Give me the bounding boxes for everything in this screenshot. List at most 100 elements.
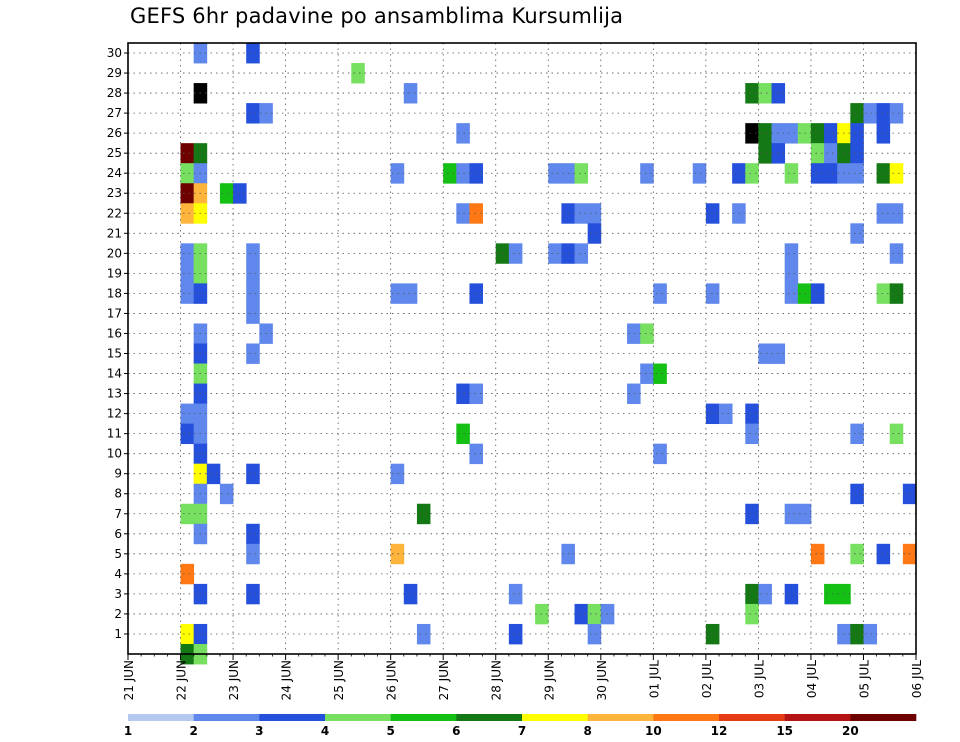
y-tick-label: 20 bbox=[107, 246, 122, 260]
x-tick-label: 28 JUN bbox=[490, 660, 504, 700]
heatmap-cell bbox=[745, 83, 759, 104]
heatmap-cell bbox=[876, 103, 891, 124]
y-tick-label: 6 bbox=[114, 527, 122, 541]
colorbar-tick-label: 20 bbox=[842, 724, 859, 738]
heatmap-cell bbox=[219, 483, 234, 505]
heatmap-cell bbox=[469, 383, 483, 404]
heatmap-cell bbox=[784, 163, 799, 184]
x-tick-label: 23 JUN bbox=[227, 660, 241, 700]
heatmap-cell bbox=[863, 103, 877, 124]
heatmap-cell bbox=[587, 623, 602, 645]
x-tick-label: 29 JUN bbox=[542, 660, 556, 700]
y-tick-label: 16 bbox=[107, 326, 122, 340]
colorbar-tick-label: 7 bbox=[518, 724, 526, 738]
heatmap-cell bbox=[180, 143, 195, 164]
x-tick-label: 06 JUL bbox=[910, 660, 924, 698]
heatmap-cell bbox=[719, 403, 733, 425]
heatmap-cell bbox=[180, 403, 195, 425]
heatmap-cell bbox=[627, 383, 641, 404]
chart-title: GEFS 6hr padavine po ansamblima Kursumli… bbox=[130, 4, 624, 28]
heatmap-cell bbox=[863, 623, 877, 645]
x-tick-label: 03 JUL bbox=[752, 660, 766, 698]
heatmap-cell bbox=[850, 123, 864, 144]
heatmap-cell bbox=[784, 263, 799, 284]
y-axis: 1234567891011121314151617181920212223242… bbox=[107, 46, 128, 641]
heatmap-cell bbox=[469, 443, 483, 465]
heatmap-cell bbox=[508, 243, 523, 264]
heatmap-cell bbox=[180, 563, 195, 585]
heatmap-cell bbox=[548, 163, 562, 184]
heatmap-cell bbox=[876, 203, 891, 224]
colorbar-tick-label: 12 bbox=[711, 724, 728, 738]
heatmap-cell bbox=[758, 583, 772, 605]
heatmap-cell bbox=[574, 243, 589, 264]
colorbar-tick-label: 10 bbox=[645, 724, 662, 738]
colorbar-swatch bbox=[456, 714, 523, 721]
colorbar-swatch bbox=[719, 714, 785, 721]
heatmap-cell bbox=[627, 323, 641, 344]
heatmap-cell bbox=[705, 623, 720, 645]
heatmap-cell bbox=[876, 163, 891, 184]
heatmap-cell bbox=[390, 283, 405, 304]
heatmap-cell bbox=[574, 603, 589, 625]
y-tick-label: 26 bbox=[107, 126, 122, 140]
x-tick-label: 30 JUN bbox=[595, 660, 609, 700]
heatmap-cell bbox=[180, 243, 195, 264]
x-tick-label: 24 JUN bbox=[280, 660, 294, 700]
heatmap-cell bbox=[784, 503, 799, 525]
heatmap-cell bbox=[180, 203, 195, 224]
y-tick-label: 10 bbox=[107, 447, 122, 461]
x-tick-label: 04 JUL bbox=[805, 660, 819, 698]
heatmap-cell bbox=[810, 543, 825, 565]
heatmap-cell bbox=[180, 623, 195, 645]
heatmap-cell bbox=[758, 123, 772, 144]
heatmap-cell bbox=[653, 443, 667, 465]
y-tick-label: 15 bbox=[107, 347, 122, 361]
heatmap-cell bbox=[653, 363, 667, 384]
heatmap-cell bbox=[745, 603, 759, 625]
y-tick-label: 27 bbox=[107, 106, 122, 120]
heatmap-cell bbox=[705, 203, 720, 224]
heatmap-cell bbox=[758, 343, 772, 364]
colorbar-tick-label: 6 bbox=[452, 724, 460, 738]
y-tick-label: 13 bbox=[107, 387, 122, 401]
colorbar-swatch bbox=[193, 714, 260, 721]
heatmap-cell bbox=[784, 123, 799, 144]
y-tick-label: 28 bbox=[107, 86, 122, 100]
colorbar-tick-label: 2 bbox=[189, 724, 197, 738]
x-tick-label: 05 JUL bbox=[857, 660, 871, 698]
heatmap-cell bbox=[850, 483, 864, 505]
heatmap-cell bbox=[469, 203, 483, 224]
heatmap-cell bbox=[889, 203, 904, 224]
y-tick-label: 7 bbox=[114, 507, 122, 521]
heatmap-cell bbox=[810, 163, 825, 184]
heatmap-cell bbox=[246, 263, 260, 284]
heatmap-cell bbox=[403, 83, 418, 104]
heatmap-cell bbox=[508, 583, 523, 605]
heatmap-cell bbox=[180, 163, 195, 184]
heatmap-cell bbox=[246, 463, 260, 485]
heatmap-cell bbox=[351, 63, 365, 84]
heatmap-cell bbox=[653, 283, 667, 304]
heatmap-cell bbox=[390, 463, 405, 485]
heatmap-cell bbox=[180, 283, 195, 304]
colorbar-tick-label: 5 bbox=[386, 724, 394, 738]
heatmap-cell bbox=[745, 123, 759, 144]
heatmap-cell bbox=[416, 503, 431, 525]
y-tick-label: 18 bbox=[107, 286, 122, 300]
y-tick-label: 21 bbox=[107, 226, 122, 240]
heatmap-cell bbox=[889, 423, 904, 445]
y-tick-label: 2 bbox=[114, 607, 122, 621]
colorbar-swatch bbox=[522, 714, 588, 721]
heatmap-cell bbox=[745, 583, 759, 605]
x-tick-label: 22 JUN bbox=[175, 660, 189, 700]
heatmap-cell bbox=[508, 623, 523, 645]
heatmap-cell bbox=[574, 163, 589, 184]
heatmap-cell bbox=[246, 303, 260, 324]
colorbar-tick-label: 3 bbox=[255, 724, 263, 738]
heatmap-cell bbox=[784, 243, 799, 264]
heatmap-cell bbox=[824, 163, 838, 184]
y-tick-label: 4 bbox=[114, 567, 122, 581]
heatmap-cell bbox=[784, 583, 799, 605]
x-tick-label: 25 JUN bbox=[332, 660, 346, 700]
